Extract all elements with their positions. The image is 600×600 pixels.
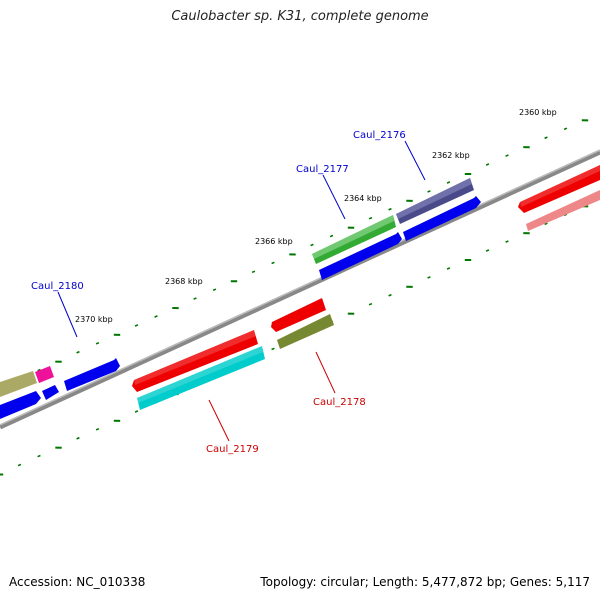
gene-feature-khaki-left[interactable] [0, 371, 37, 397]
feature-shading [134, 165, 600, 403]
scale-tick [76, 436, 80, 440]
scale-tick [544, 136, 548, 140]
callout-caul-2180 [57, 291, 78, 338]
scale-label-2368: 2368 kbp [165, 277, 203, 286]
scale-tick [134, 324, 139, 327]
scale-tick [76, 350, 80, 354]
scale-tick [95, 341, 100, 345]
callout-caul-2178 [315, 351, 336, 394]
gene-label-caul-2178: Caul_2178 [313, 397, 366, 408]
scale-tick [154, 315, 158, 318]
genome-backbone [0, 149, 600, 430]
scale-tick [329, 234, 334, 238]
accession-label: Accession: NC_010338 [9, 575, 146, 589]
gene-feature-caul-2180[interactable] [64, 358, 120, 391]
scale-tick [271, 347, 275, 351]
gene-feature-pink-right[interactable] [526, 190, 600, 231]
gene-feature-red-right[interactable] [518, 165, 600, 213]
scale-tick [485, 163, 490, 166]
gene-feature-blue-left[interactable] [0, 391, 41, 419]
scale-tick [271, 261, 275, 265]
scale-tick [505, 240, 509, 243]
gene-label-caul-2180: Caul_2180 [31, 281, 84, 292]
scale-tick [388, 207, 392, 211]
gene-label-caul-2176: Caul_2176 [353, 130, 406, 141]
callout-caul-2179 [208, 399, 230, 442]
gene-feature-blue-small[interactable] [42, 385, 59, 400]
scale-tick [368, 216, 373, 220]
scale-tick [193, 297, 197, 300]
genome-map: 2360 kbp 2362 kbp 2364 kbp 2366 kbp 2368… [0, 108, 600, 476]
scale-tick [505, 154, 509, 157]
scale-tick [446, 181, 451, 184]
scale-tick [37, 368, 41, 372]
callout-caul-2177 [322, 174, 346, 220]
gene-feature-blue-2175[interactable] [403, 196, 481, 241]
scale-tick [95, 427, 100, 431]
scale-ticks [0, 119, 589, 476]
gene-feature-caul-2176-shade [396, 178, 472, 219]
scale-tick [388, 293, 392, 297]
gene-feature-caul-2178[interactable] [277, 314, 334, 349]
gene-label-caul-2177: Caul_2177 [296, 164, 349, 175]
gene-feature-magenta[interactable] [35, 366, 54, 383]
scale-tick [368, 302, 373, 306]
scale-tick [427, 276, 431, 279]
scale-tick [446, 267, 451, 270]
scale-tick [427, 190, 431, 193]
genome-stats-label: Topology: circular; Length: 5,477,872 bp… [260, 575, 590, 589]
scale-label-2360: 2360 kbp [519, 108, 557, 117]
genome-backbone-highlight [0, 149, 600, 426]
gene-features [0, 165, 600, 419]
scale-label-2364: 2364 kbp [344, 194, 382, 203]
gene-label-caul-2179: Caul_2179 [206, 444, 259, 455]
gene-feature-caul-2179[interactable] [137, 346, 265, 410]
gene-feature-red-2179a[interactable] [132, 330, 258, 392]
scale-tick [134, 410, 139, 413]
scale-tick [563, 127, 568, 131]
callout-caul-2176 [404, 140, 426, 181]
gene-feature-red-2178a[interactable] [271, 298, 326, 332]
scale-label-2362: 2362 kbp [432, 151, 470, 160]
scale-tick [485, 249, 490, 252]
scale-label-2366: 2366 kbp [255, 237, 293, 246]
scale-tick [544, 222, 548, 226]
scale-label-2370: 2370 kbp [75, 315, 113, 324]
map-title: Caulobacter sp. K31, complete genome [171, 9, 429, 24]
scale-tick [212, 288, 217, 292]
scale-tick [37, 454, 41, 458]
scale-tick [310, 243, 314, 247]
gene-feature-caul-2177-shade [312, 215, 394, 259]
gene-feature-blue-2177b[interactable] [319, 232, 402, 280]
scale-tick [251, 270, 256, 274]
scale-tick [17, 463, 22, 467]
